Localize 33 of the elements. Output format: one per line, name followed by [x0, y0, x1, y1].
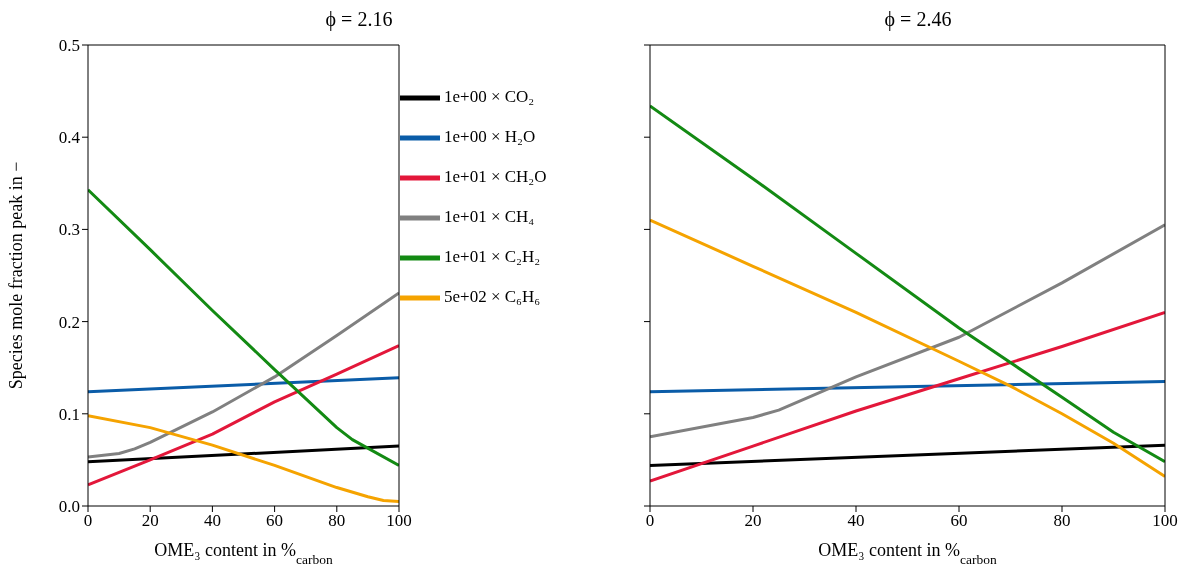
- x-axis-title: OME₃ content in %$_{carbon}$: [154, 540, 333, 567]
- x-tick-label: 20: [744, 511, 762, 531]
- x-tick-label: 40: [847, 511, 865, 531]
- legend-label: 1e+01 × CH₂O: [444, 166, 547, 186]
- x-tick-label: 60: [266, 511, 284, 531]
- x-tick-label: 60: [950, 511, 968, 531]
- y-tick-label: 0.3: [58, 220, 80, 240]
- legend-label: 1e+00 × H₂O: [444, 126, 536, 146]
- legend-label: 1e+01 × CH₄: [444, 206, 535, 226]
- x-tick-label: 80: [1053, 511, 1071, 531]
- x-tick-label: 100: [386, 511, 412, 531]
- x-tick-label: 80: [328, 511, 346, 531]
- x-tick-label: 0: [645, 511, 655, 531]
- line-series: [88, 291, 399, 459]
- y-tick-label: 0.4: [58, 128, 81, 148]
- chart-title: ϕ = 2.16: [324, 8, 394, 33]
- line-series: [88, 188, 399, 467]
- x-tick-label: 100: [1152, 511, 1178, 531]
- legend-label: 1e+01 × C₂H₂: [444, 246, 541, 266]
- y-tick-label: 0.2: [58, 312, 80, 332]
- legend-label: 1e+00 × CO₂: [444, 86, 535, 106]
- chart-title: ϕ = 2.46: [883, 8, 953, 33]
- x-tick-label: 0: [83, 511, 93, 531]
- y-tick-label: 0.5: [58, 36, 80, 56]
- line-series: [88, 344, 399, 487]
- line-series: [88, 414, 399, 503]
- legend-label: 5e+02 × C₆H₆: [444, 286, 541, 306]
- y-tick-label: 0.1: [58, 404, 80, 424]
- y-axis-title: Species mole fraction peak in −: [6, 161, 26, 390]
- x-tick-label: 20: [141, 511, 159, 531]
- x-axis-title: OME₃ content in %$_{carbon}$: [818, 540, 997, 567]
- x-tick-label: 40: [203, 511, 221, 531]
- y-tick-label: 0.0: [58, 497, 80, 517]
